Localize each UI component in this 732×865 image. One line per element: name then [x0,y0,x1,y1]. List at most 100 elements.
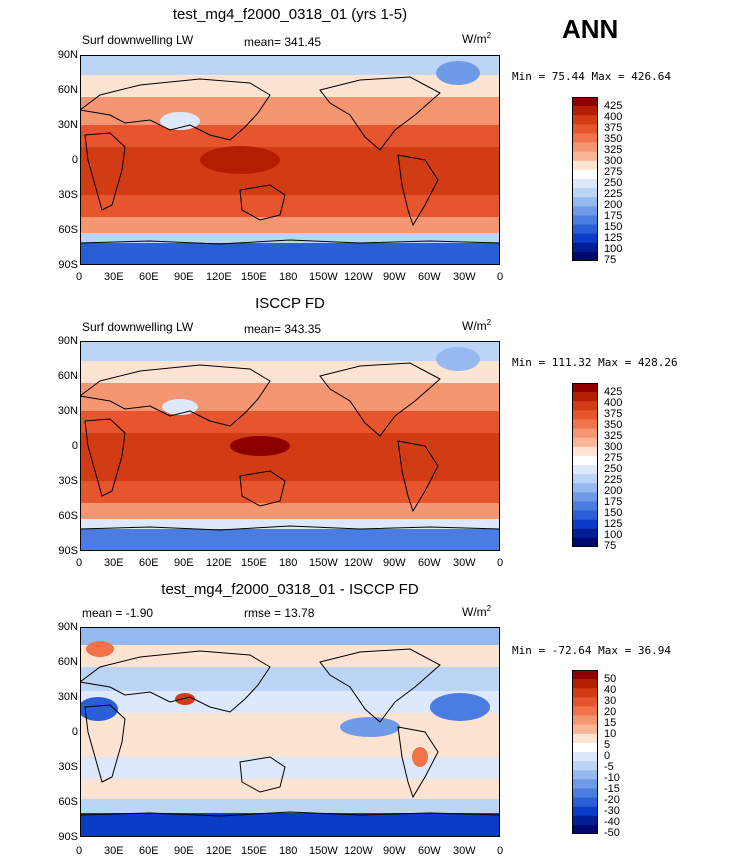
colorbar-label: 15 [604,717,617,729]
colorbar-label: 30 [604,695,617,707]
panel-3-lat-ticks: 90N 60N 30N 0 30S 60S 90S [48,621,78,843]
panel-3-minmax: Min = -72.64 Max = 36.94 [512,644,671,657]
band-subtropic-s [80,481,500,503]
coastline-australia [239,470,286,507]
lon-tick: 0 [497,557,504,569]
band-subtropic-s [80,195,500,217]
colorbar-swatch [572,770,598,780]
lon-tick: 120W [344,845,373,857]
band-arctic [80,361,500,383]
colorbar-swatch [572,733,598,744]
lat-tick: 90S [58,545,78,557]
greenland-blob [436,347,480,371]
lon-tick: 120W [344,557,373,569]
band-southmid [80,217,500,233]
lat-tick: 90N [57,621,78,633]
panel-1-lat-ticks: 90N 60N 30N 0 30S 60S 90S [48,49,78,271]
map-frame [80,627,500,837]
band-antarctica [80,813,500,837]
greenland-blob [436,61,480,85]
band-polar-north [80,341,500,361]
coastline-australia [239,756,286,793]
panel-2-map [80,341,500,551]
colorbar-swatch [572,815,598,826]
colorbar-swatch [572,779,598,789]
colorbar-label: 400 [604,111,623,123]
coastline-eurasia [80,78,271,141]
band-subtropic-n [80,125,500,147]
colorbar-swatch [572,797,598,807]
lat-tick: 30S [58,475,78,487]
lon-tick: 0 [76,271,83,283]
lat-tick: 90S [58,831,78,843]
colorbar-label: 5 [604,739,611,751]
colorbar-label: 400 [604,397,623,409]
colorbar-label: 350 [604,419,623,431]
colorbar-swatch [572,115,598,125]
colorbar-swatch [572,169,598,180]
season-label: ANN [562,14,619,44]
colorbar-frame [572,97,598,261]
lat-tick: 30S [58,189,78,201]
colorbar-swatch [572,528,598,539]
panel-3-mean: mean = -1.90 [82,606,154,620]
panel-1-units: W/m2 [462,31,491,46]
coastline-north-america [319,76,441,151]
panel-1-minmax: Min = 75.44 Max = 426.64 [512,70,671,83]
colorbar-label: 175 [604,210,623,222]
panel-2-mean: mean= 343.35 [244,322,322,336]
panel-3-rmse: rmse = 13.78 [244,606,315,620]
lon-tick: 30E [104,845,124,857]
lon-tick: 30W [453,557,476,569]
lon-tick: 150W [309,557,338,569]
colorbar-swatch [572,251,598,261]
colorbar-label: 150 [604,507,623,519]
units-text: W/m [462,32,487,46]
colorbar-swatch [572,752,598,762]
colorbar-label: 300 [604,155,623,167]
colorbar-swatch [572,224,598,234]
colorbar-label: -30 [604,805,620,817]
colorbar-swatch [572,97,598,107]
coastline-north-america [319,362,441,437]
colorbar-swatches [572,670,598,834]
colorbar-swatch [572,188,598,198]
units-text: W/m [462,605,487,619]
cold-blob-west [80,697,118,721]
colorbar-swatch [572,724,598,735]
coastline-antarctica [80,525,500,531]
colorbar-swatch [572,215,598,225]
lon-tick: 90W [383,271,406,283]
panel-1-mean: mean= 341.45 [244,35,322,49]
lon-tick: 150W [309,845,338,857]
lat-tick: 60S [58,510,78,522]
cold-blob-atlantic [430,693,490,721]
panel-2-minmax: Min = 111.32 Max = 428.26 [512,356,678,369]
colorbar-swatch [572,401,598,411]
coastline-africa [84,704,126,783]
lon-tick: 120E [206,271,232,283]
warm-blob-arctic [86,641,114,657]
coastlines [80,76,500,245]
colorbar-swatch [572,455,598,466]
band-southocean [80,233,500,243]
lon-tick: 0 [76,845,83,857]
lat-tick: 60N [57,656,78,668]
colorbar-swatch [572,492,598,502]
panel-3-lon-ticks: 0 30E 60E 90E 120E 150E 180 150W 120W 90… [76,845,520,859]
coastline-africa [84,132,126,211]
colorbar-swatch [572,688,598,698]
coastline-antarctica [80,239,500,245]
lat-tick: 60N [57,84,78,96]
lon-tick: 120W [344,271,373,283]
lon-tick: 30W [453,271,476,283]
colorbar-label: -40 [604,816,620,828]
lon-tick: 30E [104,557,124,569]
colorbar-swatch [572,806,598,817]
panel-2-lat-ticks: 90N 60N 30N 0 30S 60S 90S [48,335,78,557]
warm-pool-blob [200,146,280,174]
colorbar-swatch [572,410,598,420]
lon-tick: 150E [241,271,267,283]
band-subtropic-s [80,757,500,779]
colorbar-swatch [572,706,598,716]
